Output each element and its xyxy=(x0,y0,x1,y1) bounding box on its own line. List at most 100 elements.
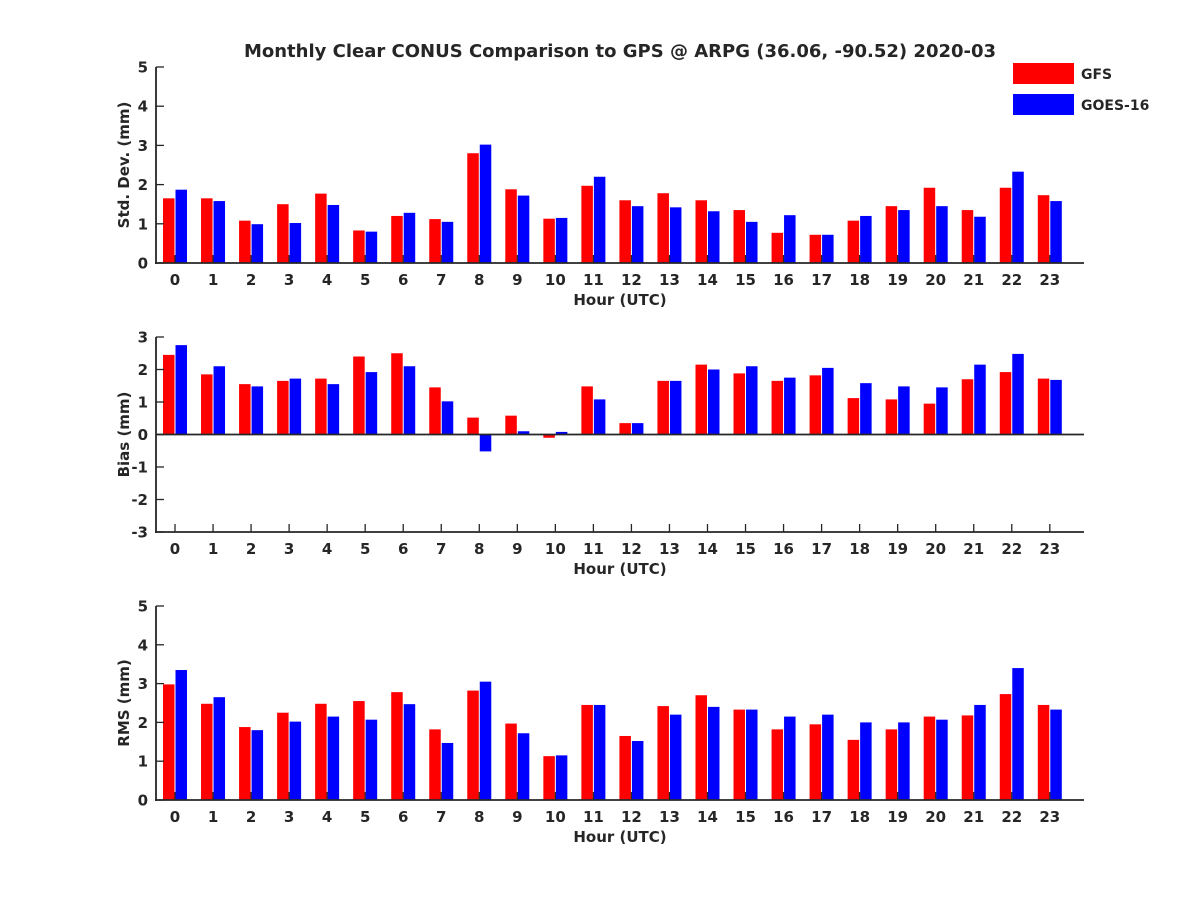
bar-gfs-hour-5 xyxy=(353,701,365,800)
x-tick-label: 2 xyxy=(246,808,256,826)
bar-gfs-hour-23 xyxy=(1037,195,1050,263)
bar-gfs-hour-3 xyxy=(277,204,289,263)
bar-gfs-hour-21 xyxy=(961,379,974,435)
x-tick-label: 12 xyxy=(621,808,642,826)
x-tick-label: 4 xyxy=(322,808,332,826)
x-tick-label: 2 xyxy=(246,271,256,289)
y-tick-label: -2 xyxy=(131,491,148,509)
bar-goes-16-hour-12 xyxy=(631,741,644,800)
bar-gfs-hour-16 xyxy=(771,380,784,435)
bar-gfs-hour-14 xyxy=(695,200,707,263)
y-tick-label: 3 xyxy=(138,675,148,693)
x-tick-label: 13 xyxy=(659,540,680,558)
y-tick-label: 0 xyxy=(138,792,148,810)
x-tick-label: 9 xyxy=(512,540,522,558)
bar-goes-16-hour-17 xyxy=(822,234,834,263)
bar-gfs-hour-18 xyxy=(847,739,860,800)
bar-goes-16-hour-14 xyxy=(707,369,720,435)
x-tick-label: 13 xyxy=(659,808,680,826)
bar-goes-16-hour-0 xyxy=(175,189,187,263)
bar-gfs-hour-23 xyxy=(1037,704,1050,800)
x-tick-label: 22 xyxy=(1001,540,1022,558)
bar-gfs-hour-10 xyxy=(543,756,555,800)
x-tick-label: 19 xyxy=(887,540,908,558)
x-tick-label: 9 xyxy=(512,808,522,826)
x-tick-label: 5 xyxy=(360,540,370,558)
bar-goes-16-hour-2 xyxy=(251,730,264,800)
x-tick-label: 15 xyxy=(735,540,756,558)
bar-gfs-hour-5 xyxy=(353,356,365,435)
bar-gfs-hour-2 xyxy=(239,727,251,800)
bar-gfs-hour-1 xyxy=(201,374,213,435)
bar-gfs-hour-19 xyxy=(885,206,898,263)
bar-goes-16-hour-22 xyxy=(1012,353,1024,435)
bar-goes-16-hour-15 xyxy=(746,221,758,263)
bar-goes-16-hour-0 xyxy=(175,670,187,800)
bar-gfs-hour-13 xyxy=(657,706,669,800)
bar-goes-16-hour-15 xyxy=(746,709,758,800)
bar-gfs-hour-0 xyxy=(163,198,175,263)
bar-goes-16-hour-19 xyxy=(898,386,910,435)
bar-gfs-hour-6 xyxy=(391,353,403,435)
x-tick-label: 17 xyxy=(811,808,832,826)
x-tick-label: 16 xyxy=(773,808,794,826)
bar-gfs-hour-16 xyxy=(771,729,784,800)
bar-gfs-hour-12 xyxy=(619,423,631,435)
bar-goes-16-hour-8 xyxy=(479,144,492,263)
y-tick-label: 5 xyxy=(138,59,148,77)
x-tick-label: 1 xyxy=(208,808,218,826)
x-tick-label: 3 xyxy=(284,540,294,558)
x-tick-label: 23 xyxy=(1039,808,1060,826)
bar-gfs-hour-22 xyxy=(999,372,1012,435)
bar-gfs-hour-20 xyxy=(923,187,936,263)
x-tick-label: 11 xyxy=(583,808,604,826)
bar-goes-16-hour-14 xyxy=(707,706,720,800)
x-axis-label: Hour (UTC) xyxy=(573,828,666,846)
x-tick-label: 10 xyxy=(545,808,566,826)
bar-gfs-hour-8 xyxy=(467,417,479,435)
bar-goes-16-hour-13 xyxy=(669,714,682,800)
bar-goes-16-hour-5 xyxy=(365,719,378,800)
y-axis-label: RMS (mm) xyxy=(115,659,133,746)
x-tick-label: 18 xyxy=(849,540,870,558)
bar-goes-16-hour-3 xyxy=(289,721,302,800)
x-tick-label: 15 xyxy=(735,808,756,826)
bar-gfs-hour-11 xyxy=(581,386,593,435)
x-tick-label: 20 xyxy=(925,540,946,558)
x-tick-label: 11 xyxy=(583,271,604,289)
x-tick-label: 23 xyxy=(1039,271,1060,289)
bar-goes-16-hour-22 xyxy=(1012,668,1024,800)
bar-goes-16-hour-17 xyxy=(822,367,834,435)
bar-goes-16-hour-2 xyxy=(251,386,264,435)
bar-goes-16-hour-7 xyxy=(441,221,454,263)
x-tick-label: 4 xyxy=(322,271,332,289)
x-tick-label: 5 xyxy=(360,808,370,826)
bar-gfs-hour-6 xyxy=(391,215,403,263)
bar-gfs-hour-15 xyxy=(733,709,746,800)
x-tick-label: 0 xyxy=(170,808,180,826)
bar-goes-16-hour-12 xyxy=(631,206,644,263)
x-tick-label: 16 xyxy=(773,271,794,289)
y-axis-label: Std. Dev. (mm) xyxy=(115,102,133,229)
bar-gfs-hour-7 xyxy=(429,387,441,435)
bar-goes-16-hour-15 xyxy=(746,366,758,435)
x-axis-label: Hour (UTC) xyxy=(573,560,666,578)
bar-goes-16-hour-11 xyxy=(593,176,606,263)
y-tick-label: -3 xyxy=(131,524,148,542)
x-tick-label: 12 xyxy=(621,271,642,289)
bar-goes-16-hour-8 xyxy=(479,681,492,800)
bar-goes-16-hour-4 xyxy=(327,716,340,800)
x-tick-label: 21 xyxy=(963,271,984,289)
x-tick-label: 15 xyxy=(735,271,756,289)
bar-goes-16-hour-18 xyxy=(860,215,872,263)
bar-goes-16-hour-10 xyxy=(555,755,568,800)
x-tick-label: 7 xyxy=(436,808,446,826)
y-tick-label: 0 xyxy=(138,255,148,273)
bar-goes-16-hour-23 xyxy=(1050,379,1062,435)
bar-gfs-hour-13 xyxy=(657,193,669,263)
y-tick-label: 1 xyxy=(138,215,148,233)
x-tick-label: 8 xyxy=(474,808,484,826)
